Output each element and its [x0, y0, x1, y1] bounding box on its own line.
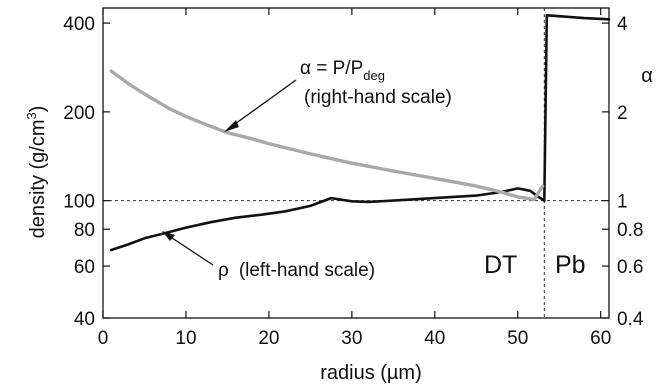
- axes: [102, 7, 610, 319]
- x-tick-label: 20: [258, 328, 279, 349]
- series-layer: [109, 14, 611, 252]
- alpha-series-line: [109, 69, 545, 202]
- annotation-arrows: [162, 79, 297, 266]
- y-right-tick-label: 4: [617, 14, 628, 35]
- y-right-tick-label: 0.4: [617, 309, 644, 330]
- rho-arrow-line: [165, 233, 214, 266]
- y-right-tick-label: 0.8: [617, 220, 643, 241]
- y-left-tick-label: 40: [74, 309, 95, 330]
- alpha-annotation-line1: α = P/Pdeg: [300, 58, 385, 83]
- alpha-arrow-line: [227, 79, 297, 130]
- x-tick-label: 60: [590, 328, 611, 349]
- x-tick-label: 40: [424, 328, 445, 349]
- x-tick-label: 0: [98, 328, 109, 349]
- y-left-tick-label: 80: [74, 220, 95, 241]
- region-label-dt: DT: [484, 251, 517, 279]
- y-left-tick-label: 200: [63, 103, 95, 124]
- right-y-axis-label: α: [641, 65, 653, 87]
- y-left-tick-label: 100: [63, 192, 95, 213]
- y-left-tick-label: 60: [74, 257, 95, 278]
- labels: radius (µm) density (g/cm3) α α = P/Pdeg…: [24, 58, 653, 384]
- alpha-annotation-line2: (right-hand scale): [304, 87, 452, 108]
- left-y-axis-label: density (g/cm3): [24, 106, 49, 239]
- alpha-arrow-head: [224, 120, 239, 132]
- y-right-tick-label: 1: [617, 192, 628, 213]
- x-tick-label: 30: [341, 328, 362, 349]
- x-axis-label: radius (µm): [320, 362, 422, 384]
- y-right-tick-label: 2: [617, 103, 628, 124]
- ticks: 0 10 20 30 40 50 60 40 60 80 100 200 400 0.4 0.6 0.8 1 2 4: [63, 8, 644, 349]
- y-left-tick-label: 400: [63, 14, 95, 35]
- rho-arrow-head: [162, 231, 175, 241]
- region-label-pb: Pb: [555, 251, 586, 279]
- x-tick-label: 10: [175, 328, 196, 349]
- x-tick-label: 50: [507, 328, 528, 349]
- y-right-tick-label: 0.6: [617, 257, 643, 278]
- plot-frame: [102, 7, 610, 319]
- density-series-line: [110, 14, 611, 252]
- rho-annotation: ρ (left-hand scale): [218, 260, 375, 281]
